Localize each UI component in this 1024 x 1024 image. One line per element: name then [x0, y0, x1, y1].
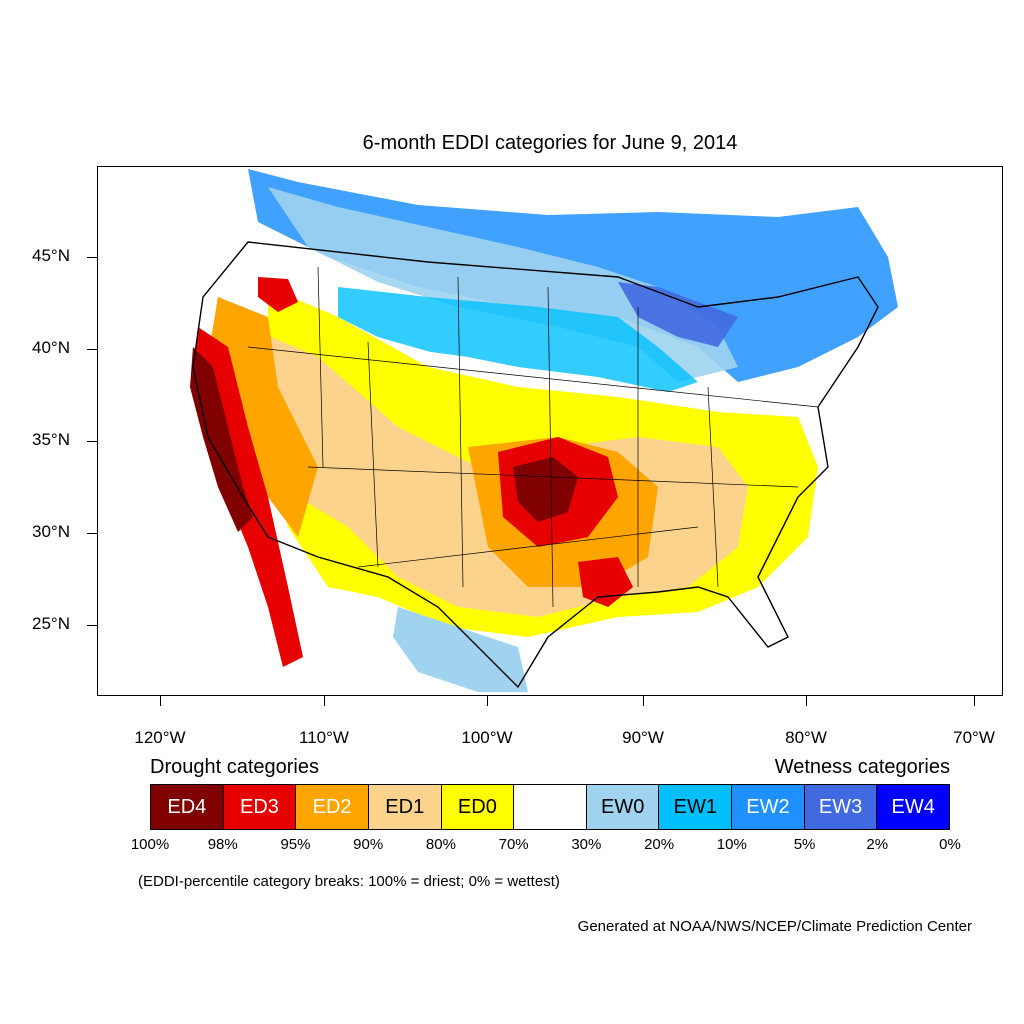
eddi-map: [190, 169, 898, 692]
y-label: 45°N: [32, 246, 70, 265]
x-tick: [324, 696, 325, 706]
percent-break: 98%: [207, 836, 238, 853]
legend-box-ed0: ED0: [441, 785, 515, 829]
x-tick: [160, 696, 161, 706]
wetness-heading: Wetness categories: [774, 756, 950, 778]
x-label: 90°W: [622, 728, 664, 747]
legend-box-ew1: EW1: [659, 785, 733, 829]
drought-heading: Drought categories: [150, 756, 319, 778]
y-tick: [87, 441, 97, 442]
percent-break: 2%: [866, 836, 889, 853]
legend-box-ed3: ED3: [223, 785, 297, 829]
state-lines: [247, 266, 819, 608]
y-tick: [87, 625, 97, 626]
legend-box-ed2: ED2: [296, 785, 369, 829]
percent-break: 70%: [498, 836, 529, 853]
legend-box-ew4: EW4: [877, 785, 950, 829]
percent-break: 95%: [280, 836, 311, 853]
percent-break: 80%: [425, 836, 456, 853]
percent-break: 30%: [571, 836, 602, 853]
credit-line: Generated at NOAA/NWS/NCEP/Climate Predi…: [577, 918, 972, 935]
legend-box-ew3: EW3: [804, 785, 878, 829]
percent-break: 5%: [793, 836, 816, 853]
x-label: 80°W: [785, 728, 827, 747]
y-label: 25°N: [32, 614, 70, 633]
percent-break: 100%: [130, 836, 170, 853]
legend-box-ed1: ED1: [368, 785, 442, 829]
legend-box-ed4: ED4: [151, 785, 224, 829]
x-tick: [806, 696, 807, 706]
texas-wet: [393, 607, 528, 692]
us-border: [192, 241, 879, 689]
northern-plains-wet: [338, 287, 698, 392]
ed2-region: [208, 297, 318, 537]
percent-break: 0%: [939, 836, 961, 853]
ed4-california: [190, 347, 253, 532]
ed4-plains: [513, 457, 578, 522]
x-tick: [643, 696, 644, 706]
x-label: 110°W: [299, 728, 349, 747]
legend-box-ew2: EW2: [732, 785, 805, 829]
y-label: 40°N: [32, 338, 70, 357]
ed3-louisiana: [578, 557, 633, 607]
y-tick: [87, 533, 97, 534]
ed3-oregon-spot: [258, 277, 298, 312]
legend-box-ew0: EW0: [586, 785, 660, 829]
percent-break: 10%: [716, 836, 747, 853]
y-tick: [87, 257, 97, 258]
legend-box-neutral: [514, 785, 587, 829]
y-label: 30°N: [32, 522, 70, 541]
category-legend: ED4 ED3 ED2 ED1 ED0 EW0 EW1 EW2 EW3 EW4: [150, 784, 950, 830]
percent-break: 90%: [353, 836, 384, 853]
map-title: 6-month EDDI categories for June 9, 2014: [362, 132, 738, 154]
percent-break: 20%: [644, 836, 675, 853]
y-label: 35°N: [32, 430, 70, 449]
x-tick: [487, 696, 488, 706]
x-tick: [974, 696, 975, 706]
x-label: 120°W: [134, 728, 186, 747]
y-tick: [87, 349, 97, 350]
map-panel: [97, 166, 1003, 696]
x-label: 70°W: [953, 728, 995, 747]
x-label: 100°W: [461, 728, 513, 747]
great-lakes-wet: [618, 282, 738, 347]
category-note: (EDDI-percentile category breaks: 100% =…: [138, 873, 560, 890]
